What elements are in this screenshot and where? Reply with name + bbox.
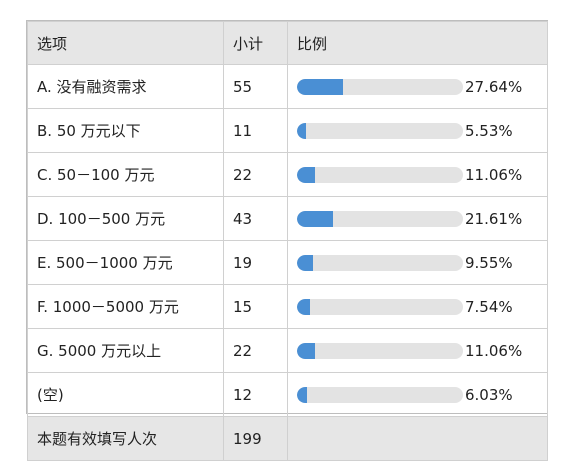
table-row: C. 50－100 万元 22 11.06%	[27, 152, 548, 197]
ratio-cell: 21.61%	[287, 196, 548, 241]
table-row: F. 1000－5000 万元 15 7.54%	[27, 284, 548, 329]
ratio-bar-track	[297, 210, 463, 227]
ratio-bar-track	[297, 298, 463, 315]
ratio-bar-group: 27.64%	[297, 78, 547, 96]
option-label: D. 100－500 万元	[27, 196, 224, 241]
count-value: 11	[223, 108, 288, 153]
count-value: 15	[223, 284, 288, 329]
ratio-bar-fill	[297, 122, 307, 139]
ratio-percent-label: 9.55%	[465, 253, 513, 272]
ratio-percent-label: 21.61%	[465, 209, 523, 228]
option-label: F. 1000－5000 万元	[27, 284, 224, 329]
ratio-cell: 5.53%	[287, 108, 548, 153]
ratio-bar-group: 11.06%	[297, 166, 547, 184]
footer-label: 本题有效填写人次	[27, 416, 224, 461]
ratio-bar-group: 9.55%	[297, 254, 547, 272]
ratio-bar-fill	[297, 210, 333, 227]
survey-result-table: 选项 小计 比例 A. 没有融资需求 55 27.64% B. 50 万元以下 11 5.…	[27, 21, 548, 461]
count-value: 22	[223, 328, 288, 373]
ratio-bar-group: 11.06%	[297, 342, 547, 360]
option-label: C. 50－100 万元	[27, 152, 224, 197]
ratio-bar-track	[297, 122, 463, 139]
table-footer-row: 本题有效填写人次 199	[27, 416, 548, 461]
header-option: 选项	[27, 21, 224, 65]
option-label: B. 50 万元以下	[27, 108, 224, 153]
ratio-percent-label: 27.64%	[465, 77, 523, 96]
table-row: G. 5000 万元以上 22 11.06%	[27, 328, 548, 373]
ratio-bar-track	[297, 386, 463, 403]
count-value: 12	[223, 372, 288, 417]
header-count: 小计	[223, 21, 288, 65]
ratio-bar-group: 5.53%	[297, 122, 547, 140]
table-row: B. 50 万元以下 11 5.53%	[27, 108, 548, 153]
count-value: 22	[223, 152, 288, 197]
survey-result-table-frame: 选项 小计 比例 A. 没有融资需求 55 27.64% B. 50 万元以下 11 5.…	[26, 20, 548, 461]
ratio-bar-track	[297, 342, 463, 359]
ratio-bar-track	[297, 254, 463, 271]
ratio-percent-label: 7.54%	[465, 297, 513, 316]
option-label: G. 5000 万元以上	[27, 328, 224, 373]
ratio-bar-fill	[297, 254, 313, 271]
ratio-bar-fill	[297, 166, 316, 183]
table-header-row: 选项 小计 比例	[27, 21, 548, 65]
ratio-bar-fill	[297, 78, 343, 95]
header-ratio: 比例	[287, 21, 548, 65]
ratio-bar-group: 7.54%	[297, 298, 547, 316]
table-body: A. 没有融资需求 55 27.64% B. 50 万元以下 11 5.53% C. 50－…	[27, 64, 548, 417]
ratio-bar-fill	[297, 386, 307, 403]
ratio-percent-label: 11.06%	[465, 165, 523, 184]
table-row: D. 100－500 万元 43 21.61%	[27, 196, 548, 241]
ratio-bar-fill	[297, 298, 310, 315]
option-label: E. 500－1000 万元	[27, 240, 224, 285]
ratio-bar-group: 21.61%	[297, 210, 547, 228]
option-label: A. 没有融资需求	[27, 64, 224, 109]
ratio-bar-track	[297, 166, 463, 183]
ratio-cell: 11.06%	[287, 152, 548, 197]
ratio-percent-label: 5.53%	[465, 121, 513, 140]
ratio-bar-track	[297, 78, 463, 95]
ratio-cell: 7.54%	[287, 284, 548, 329]
option-label: (空)	[27, 372, 224, 417]
count-value: 43	[223, 196, 288, 241]
count-value: 55	[223, 64, 288, 109]
table-row: E. 500－1000 万元 19 9.55%	[27, 240, 548, 285]
ratio-cell: 6.03%	[287, 372, 548, 417]
footer-count: 199	[223, 416, 288, 461]
ratio-percent-label: 6.03%	[465, 385, 513, 404]
ratio-cell: 27.64%	[287, 64, 548, 109]
ratio-percent-label: 11.06%	[465, 341, 523, 360]
ratio-cell: 11.06%	[287, 328, 548, 373]
ratio-cell: 9.55%	[287, 240, 548, 285]
ratio-bar-group: 6.03%	[297, 386, 547, 404]
footer-empty-cell	[287, 416, 548, 461]
table-row: (空) 12 6.03%	[27, 372, 548, 417]
count-value: 19	[223, 240, 288, 285]
ratio-bar-fill	[297, 342, 316, 359]
table-row: A. 没有融资需求 55 27.64%	[27, 64, 548, 109]
